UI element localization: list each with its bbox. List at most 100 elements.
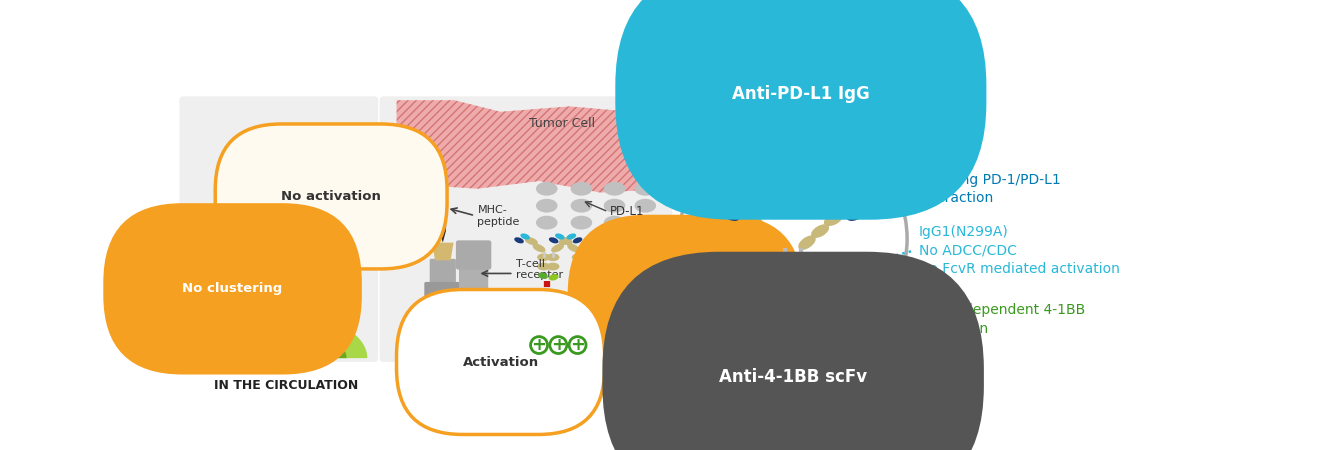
Ellipse shape bbox=[811, 224, 829, 238]
Ellipse shape bbox=[777, 289, 793, 300]
Ellipse shape bbox=[583, 274, 593, 280]
Text: 4-1BB: 4-1BB bbox=[614, 286, 650, 299]
Ellipse shape bbox=[586, 244, 598, 252]
Ellipse shape bbox=[275, 274, 290, 284]
Ellipse shape bbox=[571, 263, 585, 270]
Text: +: + bbox=[532, 336, 546, 354]
Polygon shape bbox=[440, 315, 613, 358]
Ellipse shape bbox=[287, 274, 303, 284]
Ellipse shape bbox=[541, 338, 552, 348]
Ellipse shape bbox=[744, 213, 763, 226]
Ellipse shape bbox=[573, 338, 583, 348]
Ellipse shape bbox=[762, 302, 783, 317]
Ellipse shape bbox=[634, 182, 657, 196]
Text: No activation: No activation bbox=[282, 190, 381, 203]
Ellipse shape bbox=[308, 242, 324, 252]
Ellipse shape bbox=[602, 338, 613, 348]
Text: +: + bbox=[570, 336, 585, 354]
Circle shape bbox=[679, 125, 908, 353]
Ellipse shape bbox=[603, 182, 625, 196]
Ellipse shape bbox=[556, 234, 565, 239]
FancyBboxPatch shape bbox=[429, 259, 456, 285]
Ellipse shape bbox=[525, 237, 538, 245]
Ellipse shape bbox=[533, 244, 545, 252]
Ellipse shape bbox=[292, 259, 307, 270]
Polygon shape bbox=[226, 328, 347, 358]
Ellipse shape bbox=[552, 244, 563, 252]
Text: TUMOR MICRO-ENVIRONMENT: TUMOR MICRO-ENVIRONMENT bbox=[420, 378, 631, 392]
Ellipse shape bbox=[723, 211, 740, 221]
Polygon shape bbox=[206, 314, 367, 358]
Text: Tumor Cell: Tumor Cell bbox=[529, 117, 595, 130]
Text: 4-1BB: 4-1BB bbox=[300, 276, 336, 289]
Text: No clustering: No clustering bbox=[182, 282, 283, 295]
Ellipse shape bbox=[601, 234, 611, 239]
Ellipse shape bbox=[241, 241, 253, 249]
Ellipse shape bbox=[283, 329, 295, 341]
Ellipse shape bbox=[549, 274, 558, 280]
Text: +: + bbox=[550, 336, 566, 354]
Ellipse shape bbox=[634, 216, 657, 230]
Text: Clustering: Clustering bbox=[647, 294, 724, 307]
Ellipse shape bbox=[262, 251, 278, 261]
Ellipse shape bbox=[567, 244, 581, 252]
Ellipse shape bbox=[607, 237, 617, 243]
Ellipse shape bbox=[521, 234, 530, 239]
Ellipse shape bbox=[777, 274, 793, 284]
Ellipse shape bbox=[537, 263, 550, 270]
Ellipse shape bbox=[546, 253, 560, 261]
Ellipse shape bbox=[249, 236, 260, 244]
Ellipse shape bbox=[287, 285, 303, 294]
Ellipse shape bbox=[275, 285, 290, 294]
Ellipse shape bbox=[570, 182, 593, 196]
Ellipse shape bbox=[538, 273, 548, 279]
Ellipse shape bbox=[570, 216, 593, 230]
Ellipse shape bbox=[792, 289, 809, 300]
FancyBboxPatch shape bbox=[459, 263, 488, 310]
Ellipse shape bbox=[536, 216, 558, 230]
Text: Anti-PD-L1 IgG: Anti-PD-L1 IgG bbox=[732, 85, 869, 103]
Ellipse shape bbox=[549, 237, 558, 243]
Text: IgG1(N299A)
No ADCC/CDC
No FcvR mediated activation: IgG1(N299A) No ADCC/CDC No FcvR mediated… bbox=[918, 225, 1119, 276]
Text: ABL503: ABL503 bbox=[181, 243, 246, 258]
Circle shape bbox=[569, 337, 586, 354]
Ellipse shape bbox=[758, 224, 775, 238]
Ellipse shape bbox=[326, 241, 338, 249]
Ellipse shape bbox=[566, 234, 577, 239]
Text: PD-L1 dependent 4-1BB
activation: PD-L1 dependent 4-1BB activation bbox=[918, 303, 1084, 336]
Circle shape bbox=[530, 337, 548, 354]
Ellipse shape bbox=[300, 251, 316, 261]
Ellipse shape bbox=[593, 237, 606, 245]
Text: MHC-
peptide: MHC- peptide bbox=[477, 205, 520, 226]
Text: Anti-4-1BB scFv: Anti-4-1BB scFv bbox=[719, 369, 868, 387]
Text: ABL503: ABL503 bbox=[647, 243, 706, 257]
FancyBboxPatch shape bbox=[456, 240, 492, 270]
Ellipse shape bbox=[581, 253, 594, 261]
Ellipse shape bbox=[634, 199, 657, 212]
Ellipse shape bbox=[824, 213, 843, 226]
Ellipse shape bbox=[514, 237, 524, 243]
Ellipse shape bbox=[573, 237, 582, 243]
Ellipse shape bbox=[603, 199, 625, 212]
Ellipse shape bbox=[275, 298, 287, 306]
Text: T cell: T cell bbox=[260, 344, 294, 357]
Ellipse shape bbox=[836, 205, 852, 216]
Ellipse shape bbox=[570, 199, 593, 212]
Text: Tumor
antigen: Tumor antigen bbox=[663, 186, 707, 207]
FancyBboxPatch shape bbox=[424, 282, 461, 301]
FancyBboxPatch shape bbox=[380, 96, 672, 362]
Ellipse shape bbox=[546, 263, 560, 270]
Ellipse shape bbox=[253, 242, 270, 252]
Ellipse shape bbox=[735, 205, 751, 216]
Text: Activation: Activation bbox=[462, 356, 538, 369]
Text: Blocking PD-1/PD-L1
interaction: Blocking PD-1/PD-L1 interaction bbox=[918, 172, 1061, 205]
Ellipse shape bbox=[571, 253, 585, 261]
Ellipse shape bbox=[603, 216, 625, 230]
Polygon shape bbox=[415, 297, 638, 358]
Polygon shape bbox=[396, 100, 668, 193]
Ellipse shape bbox=[799, 235, 816, 250]
Text: IN THE CIRCULATION: IN THE CIRCULATION bbox=[214, 378, 359, 392]
Ellipse shape bbox=[536, 199, 558, 212]
Ellipse shape bbox=[792, 258, 809, 269]
Text: T-cell
recepter: T-cell recepter bbox=[516, 259, 563, 280]
